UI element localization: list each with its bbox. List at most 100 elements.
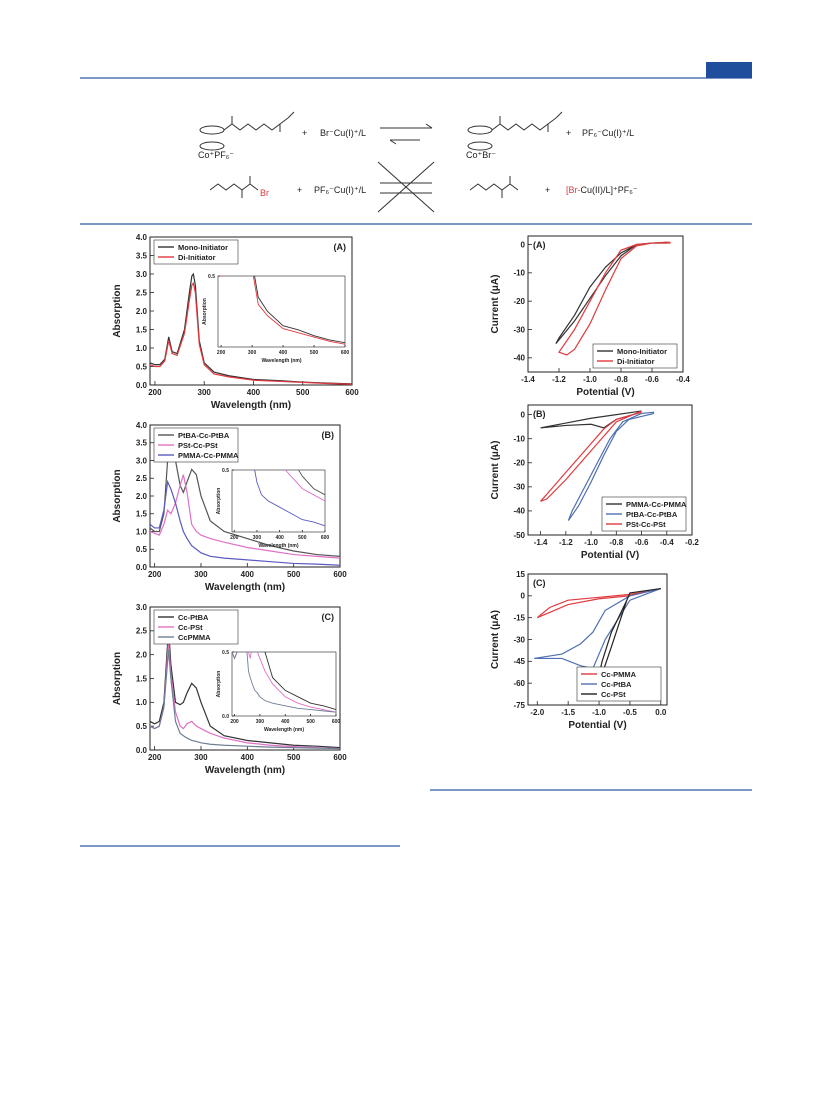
chart: 200 300 400 500 600 0.0 0.5 1.0 1.5 2.0 2.5 3.0 3.5 4… [112, 233, 359, 411]
page-tab [706, 62, 752, 78]
legend-label: Di-Initiator [178, 253, 216, 262]
y-tick-label: 3.0 [136, 270, 148, 279]
y-tick-label: 1.0 [136, 698, 148, 707]
series-line [540, 410, 642, 502]
y-tick-label: 0.0 [136, 746, 148, 755]
series-line [150, 479, 340, 566]
x-tick-label: 400 [279, 350, 288, 356]
x-tick-label: -0.8 [609, 538, 623, 547]
y-tick-label: -60 [513, 679, 525, 688]
x-axis-label: Potential (V) [568, 720, 626, 731]
series-line [567, 411, 655, 521]
x-tick-label: 300 [256, 719, 265, 725]
series-line [254, 276, 345, 344]
x-tick-label: 500 [296, 388, 310, 397]
y-tick-label: -10 [513, 269, 525, 278]
product-rest: Cu(II)/L]⁺PF₆⁻ [581, 185, 638, 195]
y-tick-label: -30 [513, 325, 525, 334]
x-axis-label: Potential (V) [581, 550, 639, 561]
series-line [232, 652, 336, 713]
y-tick-label: 0.0 [136, 381, 148, 390]
product-red: [Br- [566, 185, 581, 195]
y-tick-label: -30 [513, 635, 525, 644]
y-tick-label: 1.0 [136, 527, 148, 536]
y-axis-label: Absorption [202, 298, 208, 325]
y-axis-label: Absorption [112, 284, 123, 337]
series-line [220, 276, 345, 345]
legend-label: CcPMMA [178, 633, 211, 642]
x-tick-label: 400 [241, 753, 255, 762]
y-tick-label: 1.5 [136, 674, 148, 683]
series-line [150, 649, 340, 750]
y-tick-label: 0 [521, 410, 526, 419]
series-line [558, 241, 671, 356]
series-line [536, 587, 661, 619]
y-tick-label: 0 [521, 592, 526, 601]
x-axis-label: Wavelength (nm) [258, 543, 298, 549]
y-tick-label: -40 [513, 507, 525, 516]
plus-sign: + [566, 128, 571, 138]
y-tick-label: 0.5 [136, 362, 148, 371]
x-tick-label: -1.4 [521, 375, 535, 384]
y-tick-label: 0.0 [136, 563, 148, 572]
y-tick-label: 0 [521, 240, 526, 249]
x-tick-label: -1.5 [561, 708, 575, 717]
y-axis-label: Absorption [216, 488, 222, 515]
x-axis-label: Wavelength (nm) [211, 400, 291, 411]
x-tick-label: -1.2 [552, 375, 566, 384]
x-tick-label: 200 [230, 535, 239, 541]
x-tick-label: 300 [248, 350, 257, 356]
y-tick-label: 0.5 [136, 722, 148, 731]
x-tick-label: 200 [148, 753, 162, 762]
x-tick-label: 600 [333, 753, 347, 762]
y-tick-label: -75 [513, 701, 525, 710]
series-line [264, 652, 336, 711]
chart: 200 300 400 500 600 0.0 0.5 1.0 1.5 2.0 2.5 3.0 3.5 4… [112, 421, 347, 593]
y-axis-label: Absorption [112, 652, 123, 705]
x-tick-label: 600 [333, 570, 347, 579]
x-tick-label: 300 [253, 535, 262, 541]
y-tick-label: -50 [513, 531, 525, 540]
y-tick-label: 2.0 [136, 492, 148, 501]
chart: -1.4 -1.2 -1.0 -0.8 -0.6 -0.4 -0.2 0 -10 -20 -30 -4… [490, 404, 699, 561]
x-tick-label: 600 [345, 388, 359, 397]
x-tick-label: -0.4 [660, 538, 674, 547]
series-line [150, 281, 352, 385]
y-tick-label: 1.5 [136, 325, 148, 334]
plot-frame [217, 275, 346, 348]
x-tick-label: -2.0 [530, 708, 544, 717]
x-tick-label: 600 [341, 350, 350, 356]
y-tick-label: 1.5 [136, 510, 148, 519]
product: [Br-Cu(II)/L]⁺PF₆⁻ [566, 185, 638, 195]
x-axis-label: Wavelength (nm) [261, 358, 301, 364]
reagent: Br⁻Cu(I)⁺/L [320, 128, 366, 138]
legend-label: PMMA-Cc-PMMA [178, 451, 239, 460]
counterion: Co⁺Br⁻ [466, 150, 496, 160]
x-tick-label: 200 [148, 388, 162, 397]
x-tick-label: -1.0 [583, 375, 597, 384]
x-tick-label: 500 [310, 350, 319, 356]
x-tick-label: 300 [198, 388, 212, 397]
y-tick-label: 0.0 [222, 714, 229, 720]
y-tick-label: -20 [513, 459, 525, 468]
y-tick-label: -20 [513, 297, 525, 306]
x-tick-label: -1.0 [592, 708, 606, 717]
y-axis-label: Current (μA) [490, 441, 501, 500]
y-axis-label: Current (μA) [490, 275, 501, 334]
y-tick-label: 0.5 [208, 274, 215, 280]
x-tick-label: 300 [194, 753, 208, 762]
x-tick-label: 400 [281, 719, 290, 725]
y-axis-label: Current (μA) [490, 610, 501, 669]
x-tick-label: -0.8 [614, 375, 628, 384]
y-tick-label: 15 [516, 570, 525, 579]
panel-label: (C) [533, 578, 546, 588]
x-axis-label: Wavelength (nm) [264, 727, 304, 733]
legend-label: PtBA-Cc-PtBA [626, 510, 678, 519]
legend-box [592, 343, 678, 369]
x-tick-label: -0.2 [685, 538, 699, 547]
y-tick-label: -10 [513, 435, 525, 444]
chart: -1.4 -1.2 -1.0 -0.8 -0.6 -0.4 0 -10 -20 -30 -40 Pot… [490, 235, 690, 398]
panel-label: (B) [533, 409, 546, 419]
y-tick-label: -30 [513, 483, 525, 492]
